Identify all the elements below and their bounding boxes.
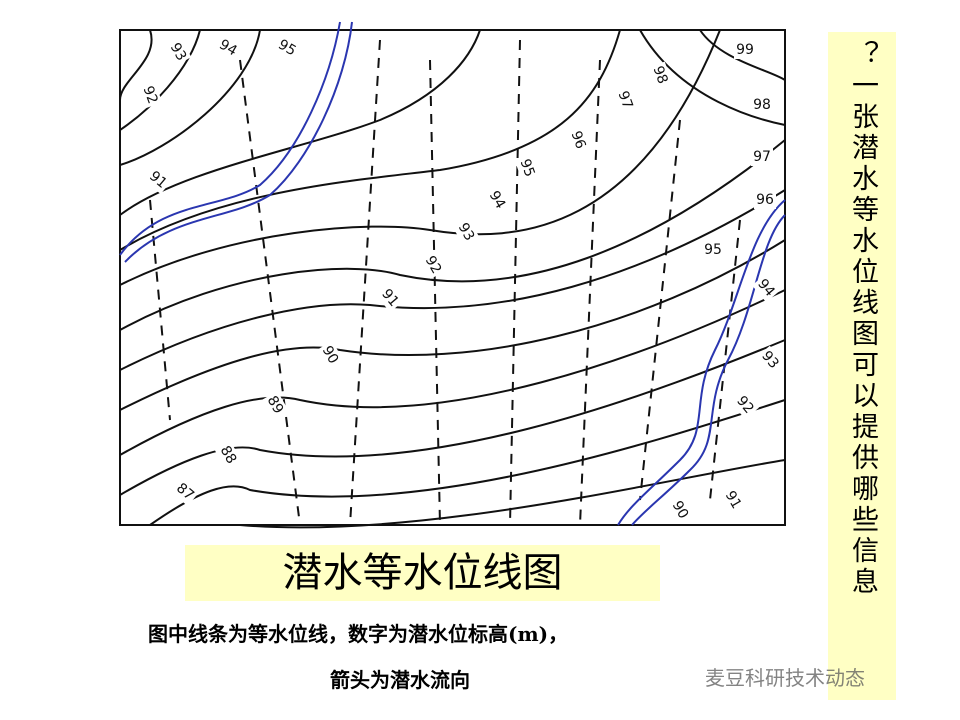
- label-bg: [647, 61, 673, 89]
- label-bg: [754, 191, 776, 209]
- contour-label: 87: [173, 480, 197, 504]
- contour-label: 92: [422, 253, 445, 276]
- label-bg: [752, 273, 780, 303]
- rivers: [119, 21, 786, 526]
- label-bg: [666, 495, 694, 525]
- contour-label: 95: [275, 37, 298, 60]
- contour-label: 89: [264, 393, 287, 416]
- contour-label: 98: [753, 97, 771, 113]
- label-bg: [316, 340, 344, 370]
- label-bg: [731, 390, 759, 420]
- contour-label: 93: [167, 40, 190, 63]
- label-bg: [565, 126, 591, 154]
- label-bg: [214, 440, 242, 470]
- side-question: ？一张潜水等水位线图可以提供哪些信息: [847, 40, 878, 598]
- label-bg: [452, 217, 480, 247]
- label-bg: [612, 86, 638, 114]
- label-bg: [734, 41, 756, 59]
- contour-label: 99: [736, 42, 754, 58]
- flow-lines: [149, 39, 741, 526]
- label-bg: [756, 345, 784, 375]
- label-bg: [164, 37, 192, 67]
- contour-label: 95: [704, 242, 722, 258]
- label-bg: [514, 154, 540, 182]
- label-bg: [751, 148, 773, 166]
- contour-label: 92: [139, 84, 160, 106]
- note: 图中线条为等水位线，数字为潜水位标高(m)，: [148, 622, 569, 646]
- label-bg: [719, 485, 747, 515]
- contour-label: 95: [516, 157, 537, 179]
- contour-label: 94: [486, 188, 509, 212]
- contour-label: 93: [455, 220, 478, 243]
- label-bg: [376, 283, 404, 313]
- contour-label: 90: [319, 343, 342, 366]
- watermark: 麦豆科研技术动态: [705, 666, 865, 690]
- label-bg: [272, 34, 302, 62]
- contour-label: 93: [758, 348, 782, 372]
- label-bg: [170, 478, 200, 506]
- label-bg: [143, 166, 173, 194]
- contour-label: 98: [649, 64, 670, 86]
- contour-label: 88: [217, 443, 240, 466]
- contour-label: 97: [614, 89, 635, 111]
- label-bg: [419, 250, 447, 280]
- contour-label: 91: [722, 488, 745, 511]
- contour-label: 97: [753, 149, 771, 165]
- side-panel: ？一张潜水等水位线图可以提供哪些信息: [828, 32, 896, 700]
- label-bg: [213, 34, 243, 62]
- contour-label: 96: [567, 129, 588, 151]
- contour-label: 94: [216, 37, 240, 60]
- contour-labels: 93 94 959291989796959493929190898887999897…: [137, 34, 784, 525]
- label-bg: [702, 241, 724, 259]
- label-bg: [137, 81, 163, 109]
- label-bg: [483, 185, 511, 215]
- note: 箭头为潜水流向: [330, 668, 470, 692]
- label-bg: [261, 390, 289, 420]
- label-bg: [751, 96, 773, 114]
- contour-label: 90: [669, 498, 692, 521]
- contours: [119, 29, 786, 529]
- contour-label: 92: [733, 393, 757, 417]
- caption: 潜水等水位线图: [185, 545, 660, 601]
- contour-label: 96: [756, 192, 774, 208]
